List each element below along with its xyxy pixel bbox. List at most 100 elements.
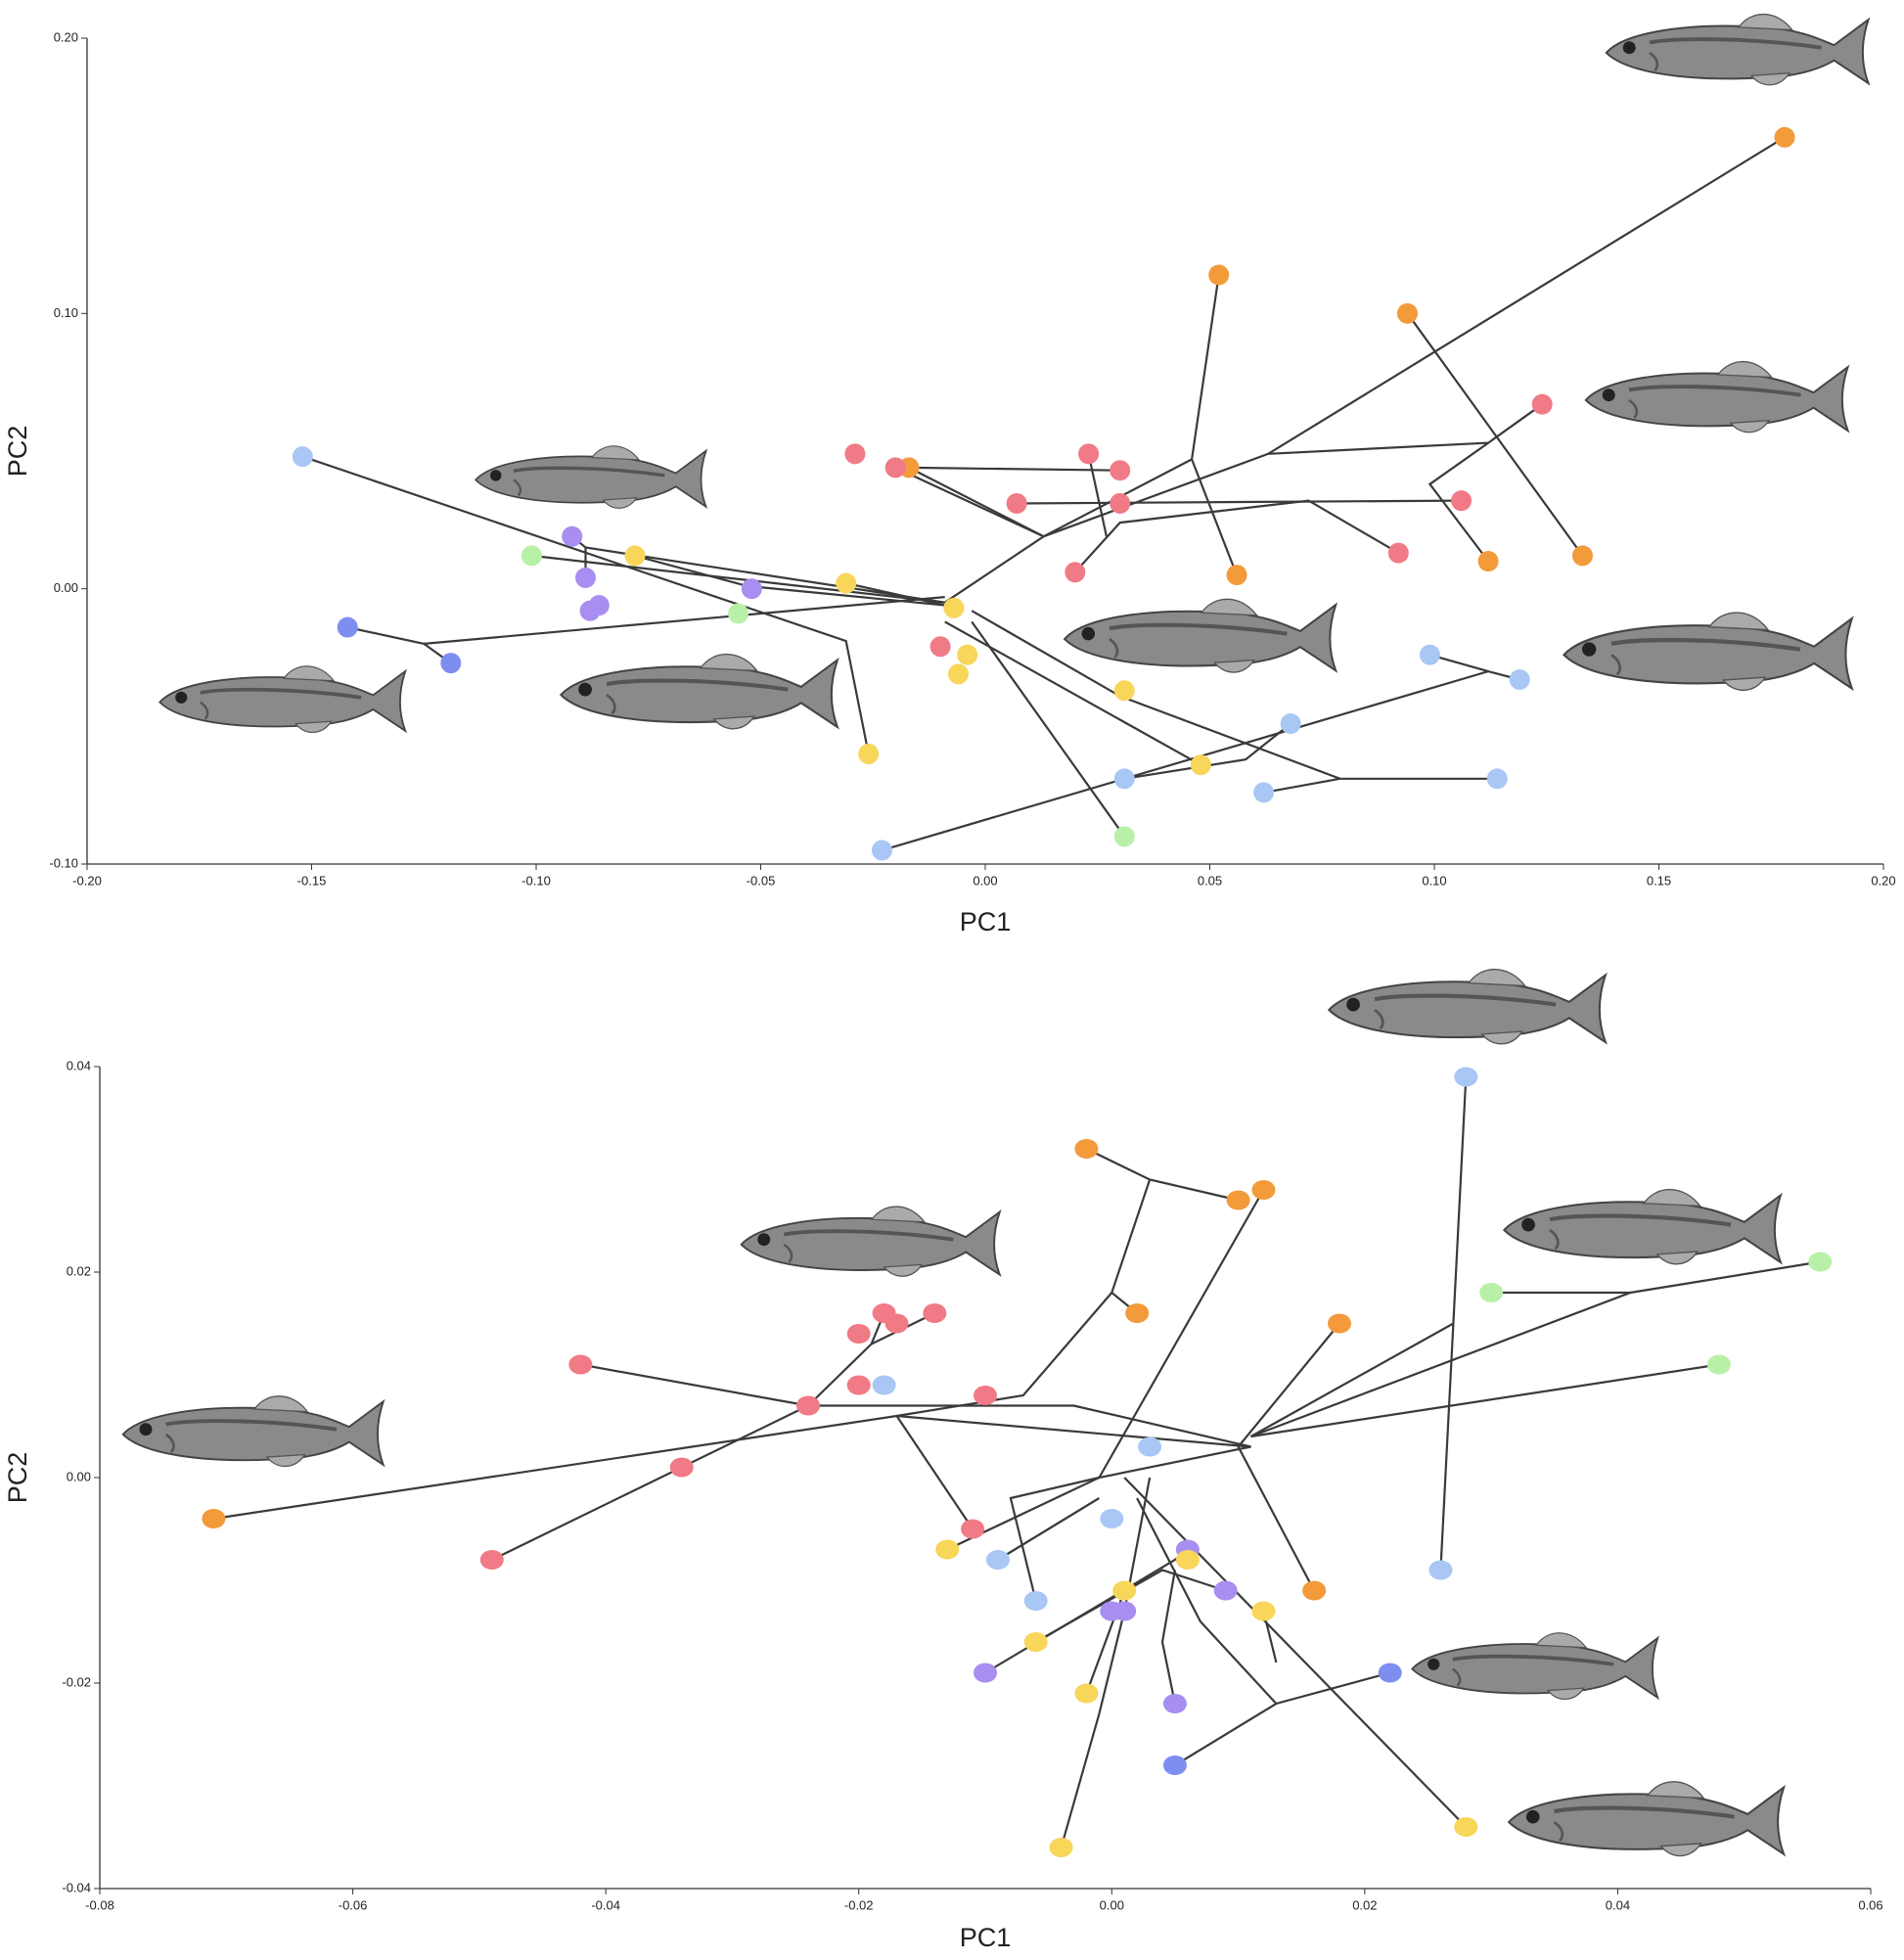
tree-branch <box>1035 1569 1226 1643</box>
chart: -0.20 -0.15 -0.10 -0.05 0.00 0.05 0.10 0.15 0.20… <box>3 29 1896 936</box>
point <box>1113 826 1135 847</box>
tree-branch <box>1043 136 1786 538</box>
fish-illustration <box>742 1207 1000 1276</box>
x-tick-label: -0.15 <box>297 873 327 888</box>
tree-branch <box>1263 777 1340 794</box>
point <box>1162 1755 1187 1775</box>
tree-branch <box>531 554 945 604</box>
point <box>1110 460 1131 481</box>
x-tick-label: -0.02 <box>844 1897 874 1912</box>
point <box>1006 492 1027 514</box>
point <box>884 457 906 479</box>
y-tick-label: 0.10 <box>54 305 78 320</box>
point <box>1074 1139 1099 1159</box>
fish-illustration <box>474 444 708 511</box>
point <box>202 1509 226 1528</box>
tree-branch <box>346 626 452 664</box>
x-tick-label: 0.15 <box>1647 873 1671 888</box>
point <box>1175 1550 1200 1570</box>
point <box>1251 1180 1276 1200</box>
point <box>1486 768 1508 790</box>
point <box>1280 713 1301 735</box>
point <box>1454 1817 1478 1837</box>
fish-illustration <box>1329 970 1606 1044</box>
x-tick-label: 0.05 <box>1198 873 1222 888</box>
x-axis-label: PC1 <box>960 1923 1012 1952</box>
fish-illustration <box>1065 599 1336 672</box>
point <box>1078 443 1100 465</box>
tree-branch <box>301 455 870 754</box>
y-tick-label: 0.00 <box>54 580 78 595</box>
point <box>1253 782 1275 803</box>
point <box>957 644 978 665</box>
point <box>1074 1683 1099 1704</box>
tree-branch <box>997 1497 1100 1561</box>
point <box>871 840 892 861</box>
point <box>846 1324 871 1344</box>
point <box>985 1550 1010 1570</box>
point <box>1049 1838 1073 1857</box>
point <box>1396 302 1418 324</box>
x-tick-label: -0.05 <box>747 873 776 888</box>
point <box>479 1550 504 1570</box>
y-tick-label: -0.10 <box>49 855 78 870</box>
tree-branch <box>1060 1477 1152 1848</box>
point <box>1454 1067 1478 1087</box>
x-tick-label: 0.04 <box>1606 1897 1630 1912</box>
tree-branch <box>1087 453 1108 537</box>
tree-branch <box>1191 459 1239 575</box>
point <box>929 636 951 658</box>
point <box>521 545 542 567</box>
point <box>568 1354 593 1375</box>
point <box>884 1313 909 1334</box>
point <box>337 616 358 638</box>
y-tick-label: 0.02 <box>67 1263 91 1278</box>
tree-branch <box>1406 312 1584 557</box>
point <box>574 567 596 588</box>
tree-branch <box>491 1312 885 1561</box>
tree-branch <box>1160 1570 1176 1705</box>
x-tick-label: 0.10 <box>1422 873 1446 888</box>
point <box>440 653 462 674</box>
tree-branch <box>1249 1322 1454 1437</box>
x-tick-label: 0.00 <box>1100 1897 1124 1912</box>
y-axis-label: PC2 <box>3 1452 32 1504</box>
point <box>1113 680 1135 702</box>
tree-branch <box>896 1292 1113 1418</box>
y-tick-label: 0.20 <box>54 29 78 44</box>
x-tick-label: -0.08 <box>85 1897 114 1912</box>
tree-branch <box>1250 1363 1720 1438</box>
point <box>1774 126 1795 148</box>
point <box>935 1539 960 1560</box>
tree-branch <box>1017 499 1462 505</box>
chart: -0.08 -0.06 -0.04 -0.02 0.00 0.02 0.04 0.06 -0.0… <box>3 1058 1883 1952</box>
fish-illustration <box>1607 15 1869 85</box>
tree-branch <box>1237 1322 1340 1592</box>
point <box>669 1457 694 1478</box>
tree-branch <box>984 1548 1189 1674</box>
x-axis-label: PC1 <box>960 907 1012 936</box>
tree-branch <box>895 1415 975 1530</box>
tree-branch <box>580 1363 1251 1448</box>
point <box>562 525 583 547</box>
tree-branch <box>1073 499 1399 573</box>
point <box>974 1663 997 1683</box>
x-tick-label: 0.00 <box>973 873 997 888</box>
tree-branch <box>845 581 945 607</box>
point <box>846 1375 871 1395</box>
tree-branch <box>1111 1179 1152 1314</box>
point <box>1419 644 1440 665</box>
x-tick-label: -0.06 <box>339 1897 368 1912</box>
fish-illustration <box>561 655 838 729</box>
fish-illustration <box>1412 1633 1657 1700</box>
tree-branch <box>1123 1477 1468 1828</box>
point <box>1226 1190 1250 1210</box>
tree-branch <box>1124 722 1292 780</box>
point <box>796 1395 820 1416</box>
point <box>961 1519 985 1539</box>
point <box>1706 1354 1731 1375</box>
point <box>1023 1591 1048 1611</box>
point <box>1328 1313 1351 1334</box>
point <box>1162 1694 1187 1713</box>
